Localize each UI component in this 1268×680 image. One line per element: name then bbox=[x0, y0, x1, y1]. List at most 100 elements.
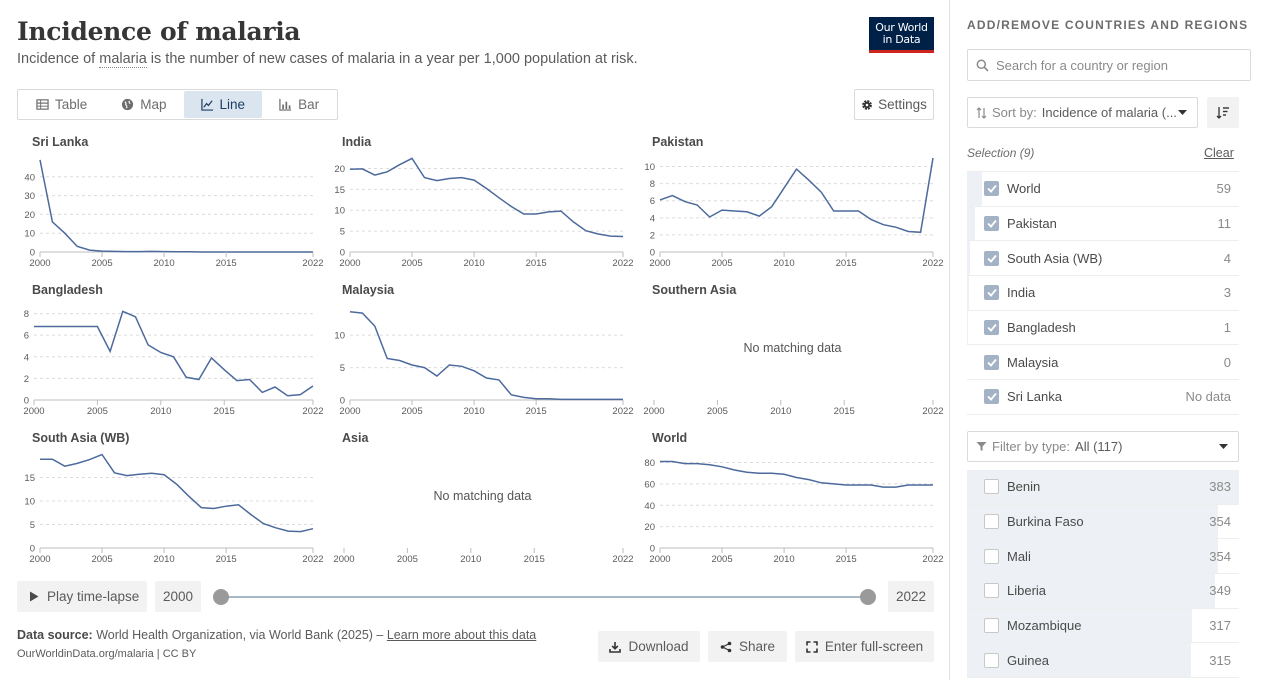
download-button[interactable]: Download bbox=[598, 631, 700, 662]
entity-checkbox[interactable] bbox=[984, 583, 999, 599]
entity-checkbox[interactable] bbox=[984, 250, 999, 266]
entity-row-liberia[interactable]: Liberia 349 bbox=[967, 574, 1239, 609]
entity-row-bangladesh[interactable]: Bangladesh 1 bbox=[967, 310, 1239, 346]
entity-checkbox[interactable] bbox=[984, 618, 999, 634]
sort-direction-button[interactable] bbox=[1207, 97, 1239, 128]
entity-checkbox[interactable] bbox=[984, 285, 999, 301]
value-bar bbox=[967, 608, 1193, 643]
entity-row-india[interactable]: India 3 bbox=[967, 276, 1239, 311]
chart-title: Southern Asia bbox=[652, 283, 737, 297]
sort-value: Incidence of malaria (... bbox=[1041, 105, 1177, 120]
end-year-box[interactable]: 2022 bbox=[888, 581, 934, 612]
y-tick-label: 10 bbox=[24, 229, 35, 240]
data-source: Data source: World Health Organization, … bbox=[17, 628, 536, 642]
fullscreen-button[interactable]: Enter full-screen bbox=[795, 631, 934, 662]
y-tick-label: 4 bbox=[650, 213, 655, 224]
entity-row-malaysia[interactable]: Malaysia 0 bbox=[967, 345, 1239, 381]
y-tick-label: 10 bbox=[24, 497, 35, 508]
chart-title: World bbox=[652, 431, 687, 445]
value-bar bbox=[967, 172, 982, 206]
entity-value: 4 bbox=[1223, 250, 1231, 266]
entity-row-pakistan[interactable]: Pakistan 11 bbox=[967, 206, 1239, 242]
value-bar bbox=[967, 470, 1239, 504]
entity-row-guinea[interactable]: Guinea 315 bbox=[967, 643, 1239, 679]
settings-button[interactable]: Settings bbox=[854, 89, 934, 120]
end-handle[interactable] bbox=[860, 589, 876, 605]
data-line bbox=[349, 311, 623, 401]
entity-name: Guinea bbox=[1007, 652, 1049, 668]
entity-row-south-asia-wb[interactable]: South Asia (WB) 4 bbox=[967, 241, 1239, 277]
clear-selection-button[interactable]: Clear bbox=[1204, 146, 1234, 160]
chart-panel-asia: Asia No matching data 2000 2005 2010 2015 2022 bbox=[333, 431, 633, 565]
play-timelapse-button[interactable]: Play time-lapse bbox=[17, 581, 147, 612]
entity-checkbox[interactable] bbox=[984, 514, 999, 530]
malaria-term-link[interactable]: malaria bbox=[99, 51, 147, 68]
timeline-track[interactable] bbox=[221, 596, 868, 598]
chevron-down-icon bbox=[1219, 444, 1228, 449]
entity-row-sri-lanka[interactable]: Sri Lanka No data bbox=[967, 380, 1239, 415]
owid-logo[interactable]: Our World in Data bbox=[869, 17, 934, 53]
footer-url[interactable]: OurWorldinData.org/malaria | CC BY bbox=[17, 648, 197, 660]
entity-row-mozambique[interactable]: Mozambique 317 bbox=[967, 608, 1239, 644]
learn-more-link[interactable]: Learn more about this data bbox=[386, 628, 537, 642]
filter-value: All (117) bbox=[1075, 439, 1123, 454]
y-tick-label: 0 bbox=[340, 248, 345, 259]
value-bar bbox=[967, 539, 1219, 574]
data-line bbox=[660, 460, 933, 488]
source-text: World Health Organization, via World Ban… bbox=[92, 628, 387, 642]
x-tick-label: 2000 bbox=[29, 554, 50, 565]
entity-name: South Asia (WB) bbox=[1007, 250, 1103, 266]
entity-name: Bangladesh bbox=[1007, 320, 1076, 336]
x-tick-label: 2000 bbox=[333, 554, 354, 565]
x-tick-label: 2010 bbox=[154, 554, 175, 565]
entity-search[interactable] bbox=[967, 49, 1251, 81]
download-label: Download bbox=[628, 639, 689, 654]
share-button[interactable]: Share bbox=[708, 631, 787, 662]
filter-label: Filter by type: bbox=[992, 439, 1071, 454]
x-tick-label: 2005 bbox=[397, 554, 418, 565]
download-icon bbox=[609, 641, 622, 653]
entity-checkbox[interactable] bbox=[984, 320, 999, 336]
x-tick-label: 2015 bbox=[834, 406, 855, 417]
fullscreen-label: Enter full-screen bbox=[824, 639, 924, 654]
tab-bar[interactable]: Bar bbox=[262, 91, 336, 118]
entity-checkbox[interactable] bbox=[984, 216, 999, 232]
entity-checkbox[interactable] bbox=[984, 389, 999, 405]
tab-map[interactable]: Map bbox=[104, 91, 183, 118]
sort-dropdown[interactable]: Sort by: Incidence of malaria (... bbox=[967, 97, 1198, 128]
entity-row-mali[interactable]: Mali 354 bbox=[967, 539, 1239, 575]
entity-row-benin[interactable]: Benin 383 bbox=[967, 470, 1239, 505]
gear-icon bbox=[862, 99, 873, 110]
selection-count: Selection (9) bbox=[967, 146, 1035, 160]
entity-row-world[interactable]: World 59 bbox=[967, 172, 1239, 207]
y-tick-label: 2 bbox=[650, 230, 655, 241]
x-tick-label: 2022 bbox=[302, 554, 323, 565]
start-handle[interactable] bbox=[213, 589, 229, 605]
tab-table[interactable]: Table bbox=[19, 91, 104, 118]
start-year-box[interactable]: 2000 bbox=[155, 581, 201, 612]
entity-checkbox[interactable] bbox=[984, 652, 999, 668]
tab-line[interactable]: Line bbox=[183, 91, 263, 118]
entity-checkbox[interactable] bbox=[984, 181, 999, 197]
entity-checkbox[interactable] bbox=[984, 548, 999, 564]
subtitle-text: Incidence of bbox=[17, 51, 100, 67]
entity-checkbox[interactable] bbox=[984, 479, 999, 495]
chart-panel: Incidence of malaria Incidence of malari… bbox=[17, 0, 950, 680]
search-input[interactable] bbox=[996, 57, 1236, 73]
logo-line-1: Our World bbox=[875, 21, 928, 34]
x-tick-label: 2005 bbox=[707, 406, 728, 417]
entity-checkbox[interactable] bbox=[984, 354, 999, 370]
x-tick-label: 2000 bbox=[339, 406, 360, 417]
filter-type-dropdown[interactable]: Filter by type: All (117) bbox=[967, 431, 1239, 462]
chart-title: Pakistan bbox=[652, 135, 703, 149]
chart-title: Asia bbox=[342, 431, 369, 445]
checkmark-icon bbox=[986, 289, 997, 298]
entity-name: Sri Lanka bbox=[1007, 389, 1062, 405]
x-tick-label: 2015 bbox=[836, 258, 857, 269]
x-tick-label: 2005 bbox=[91, 554, 112, 565]
x-tick-label: 2015 bbox=[524, 554, 545, 565]
line-chart-icon bbox=[200, 98, 213, 111]
entity-value: 11 bbox=[1217, 216, 1232, 232]
entity-row-burkina-faso[interactable]: Burkina Faso 354 bbox=[967, 504, 1239, 540]
data-line bbox=[34, 310, 314, 397]
